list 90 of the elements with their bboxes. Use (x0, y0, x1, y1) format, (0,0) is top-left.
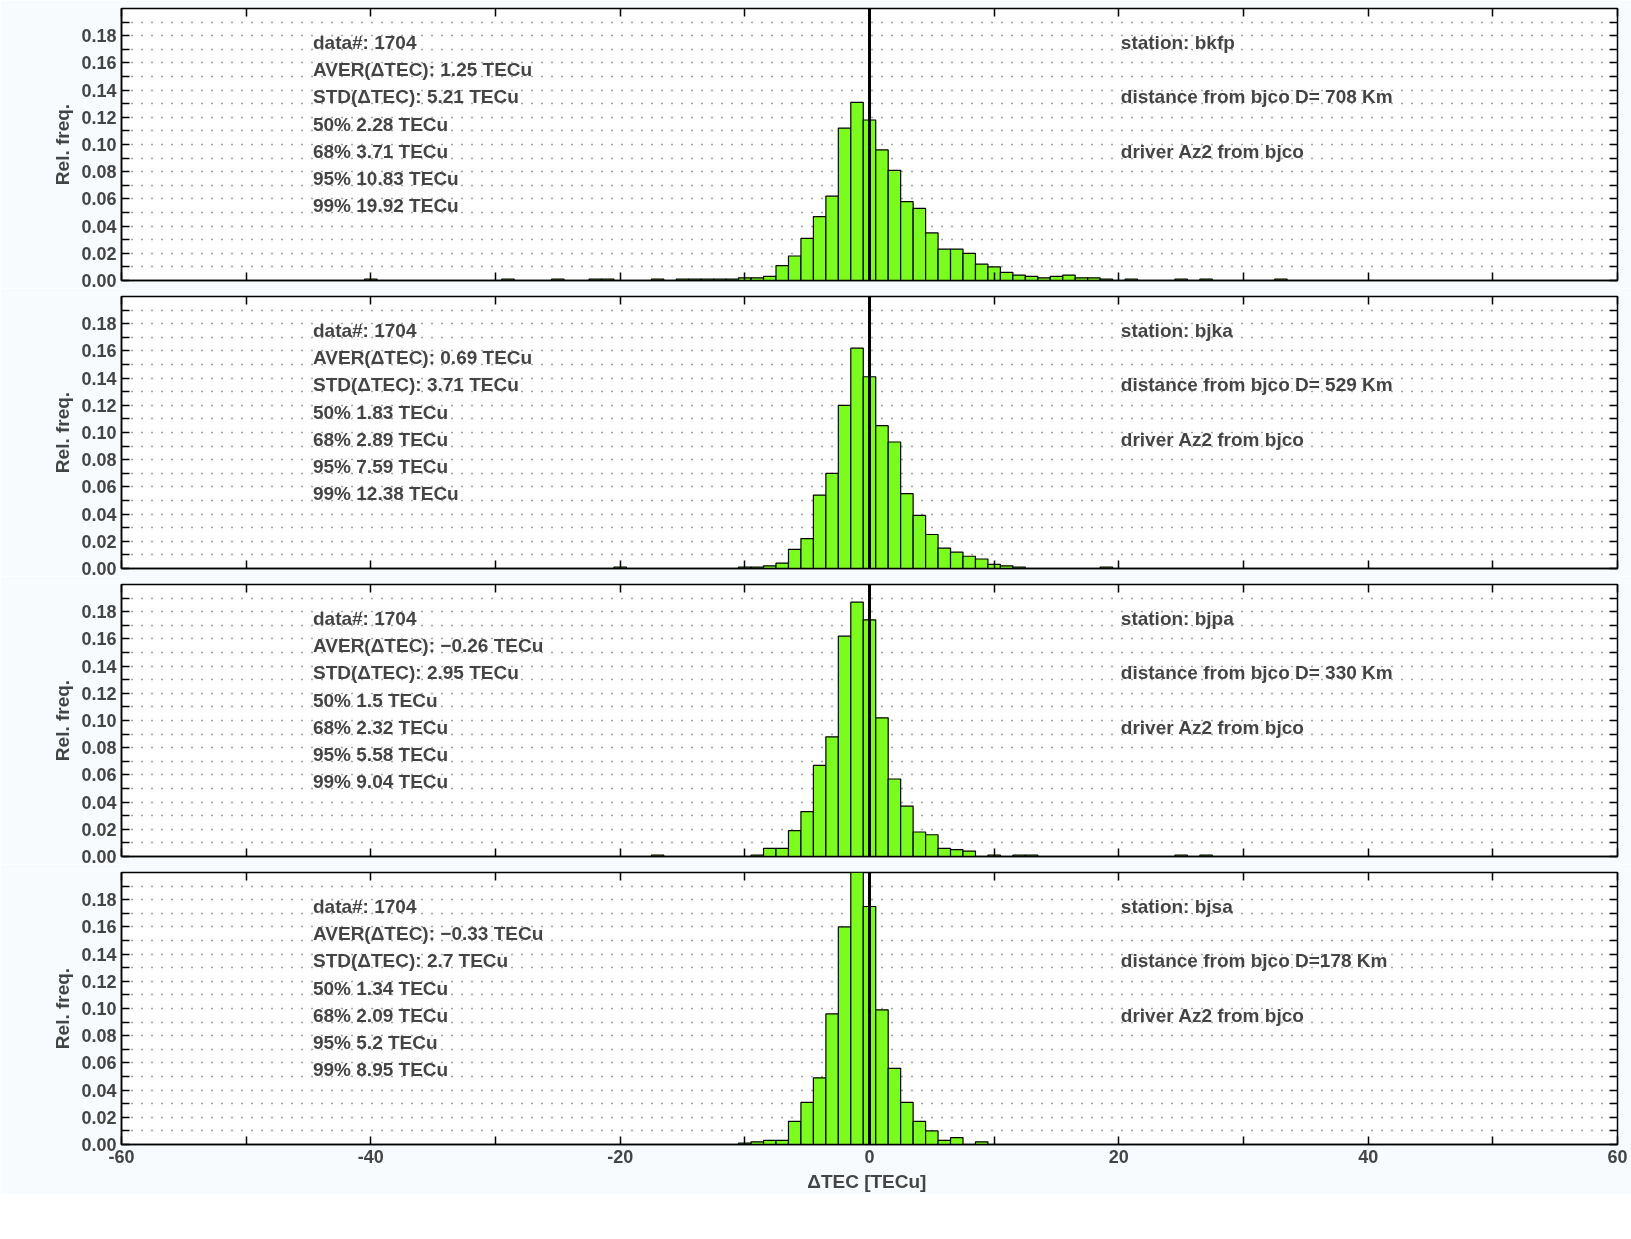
annotation: 99% 9.04 TECu (312, 771, 449, 793)
y-tick-label: 0.10 (81, 135, 117, 155)
annotation: station: bjsa (1120, 896, 1234, 917)
y-tick-label: 0.16 (81, 629, 117, 650)
annotation: data#: 1704 (312, 320, 417, 341)
annotation: STD(ΔTEC): 3.71 TECu (312, 374, 519, 396)
y-tick-label: 0.08 (81, 450, 117, 471)
y-tick-label: 0.14 (81, 80, 117, 101)
annotation: STD(ΔTEC): 5.21 TECu (312, 86, 519, 108)
annotation: distance from bjco D=178 Km (1120, 950, 1388, 972)
y-tick-label: 0.14 (81, 368, 117, 389)
annotation: station: bjpa (1120, 608, 1235, 629)
y-tick-label: 0.14 (81, 944, 117, 965)
y-tick-label: 0.12 (81, 971, 117, 992)
y-axis-title: Rel. freq. (52, 103, 74, 186)
x-tick-label: 0 (864, 1146, 875, 1167)
y-tick-label: 0.12 (81, 683, 117, 704)
annotation: driver Az2 from bjco (1120, 716, 1304, 738)
annotation: 99% 12.38 TECu (312, 483, 459, 505)
annotation: AVER(ΔTEC): 0.69 TECu (312, 347, 533, 369)
y-tick-label: 0.02 (81, 819, 117, 840)
annotation: data#: 1704 (312, 32, 417, 53)
y-tick-label: 0.06 (81, 477, 117, 498)
annotation: 68% 3.71 TECu (312, 140, 449, 162)
y-tick-label: 0.10 (81, 999, 117, 1019)
annotation: data#: 1704 (312, 896, 417, 917)
annotation: 68% 2.89 TECu (312, 428, 449, 450)
y-tick-label: 0.02 (81, 243, 117, 264)
y-tick-label: 0.04 (81, 504, 117, 525)
y-tick-label: 0.00 (81, 271, 117, 291)
annotation: 68% 2.32 TECu (312, 716, 449, 738)
y-tick-label: 0.10 (81, 711, 117, 731)
y-tick-label: 0.04 (81, 792, 117, 813)
x-tick-label: 20 (1108, 1146, 1129, 1167)
y-tick-label: 0.02 (81, 1107, 117, 1128)
annotation: 95% 5.58 TECu (312, 744, 449, 765)
annotation: 99% 8.95 TECu (312, 1059, 449, 1081)
annotation: station: bkfp (1120, 32, 1235, 53)
annotation: 95% 7.59 TECu (312, 456, 449, 477)
x-tick-label: 60 (1607, 1146, 1628, 1167)
y-tick-label: 0.08 (81, 738, 117, 759)
annotation: distance from bjco D= 330 Km (1120, 662, 1393, 684)
annotation: driver Az2 from bjco (1120, 428, 1304, 450)
x-tick-label: -40 (357, 1146, 384, 1167)
annotation: STD(ΔTEC): 2.95 TECu (312, 662, 519, 684)
y-axis-title: Rel. freq. (52, 967, 74, 1050)
annotation: AVER(ΔTEC): −0.33 TECu (312, 923, 544, 945)
annotation: 50% 1.83 TECu (312, 401, 449, 423)
annotation: 99% 19.92 TECu (312, 195, 459, 217)
y-tick-label: 0.00 (81, 847, 117, 867)
y-tick-label: 0.18 (81, 890, 117, 911)
y-tick-label: 0.04 (81, 1080, 117, 1101)
y-tick-label: 0.08 (81, 1026, 117, 1047)
y-tick-label: 0.10 (81, 423, 117, 443)
annotation: AVER(ΔTEC): 1.25 TECu (312, 59, 533, 81)
annotation: data#: 1704 (312, 608, 417, 629)
y-tick-label: 0.16 (81, 341, 117, 362)
y-tick-label: 0.06 (81, 189, 117, 210)
annotation: 50% 1.5 TECu (312, 689, 438, 711)
y-tick-label: 0.18 (81, 602, 117, 623)
annotation: AVER(ΔTEC): −0.26 TECu (312, 635, 544, 657)
x-axis-title: ΔTEC [TECu] (807, 1170, 927, 1192)
y-tick-label: 0.06 (81, 1053, 117, 1074)
x-tick-label: -20 (607, 1146, 634, 1167)
y-axis-title: Rel. freq. (52, 679, 74, 762)
y-tick-label: 0.00 (81, 559, 117, 579)
y-tick-label: 0.12 (81, 107, 117, 128)
annotation: 50% 2.28 TECu (312, 113, 449, 135)
y-tick-label: 0.16 (81, 53, 117, 74)
annotation: distance from bjco D= 708 Km (1120, 86, 1393, 108)
y-tick-label: 0.06 (81, 765, 117, 786)
y-axis-title: Rel. freq. (52, 391, 74, 474)
annotation: 95% 5.2 TECu (312, 1032, 438, 1053)
annotation: station: bjka (1120, 320, 1234, 341)
annotation: 95% 10.83 TECu (312, 168, 459, 189)
annotation: driver Az2 from bjco (1120, 1004, 1304, 1026)
y-tick-label: 0.04 (81, 216, 117, 237)
y-tick-label: 0.14 (81, 656, 117, 677)
annotation: STD(ΔTEC): 2.7 TECu (312, 950, 509, 972)
y-tick-label: 0.12 (81, 395, 117, 416)
annotation: 68% 2.09 TECu (312, 1004, 449, 1026)
x-tick-label: 40 (1358, 1146, 1379, 1167)
y-tick-label: 0.02 (81, 531, 117, 552)
y-tick-label: 0.16 (81, 917, 117, 938)
y-tick-label: 0.18 (81, 314, 117, 335)
annotation: driver Az2 from bjco (1120, 140, 1304, 162)
annotation: distance from bjco D= 529 Km (1120, 374, 1393, 396)
annotation: 50% 1.34 TECu (312, 977, 449, 999)
y-tick-label: 0.08 (81, 162, 117, 183)
y-tick-label: 0.18 (81, 26, 117, 47)
